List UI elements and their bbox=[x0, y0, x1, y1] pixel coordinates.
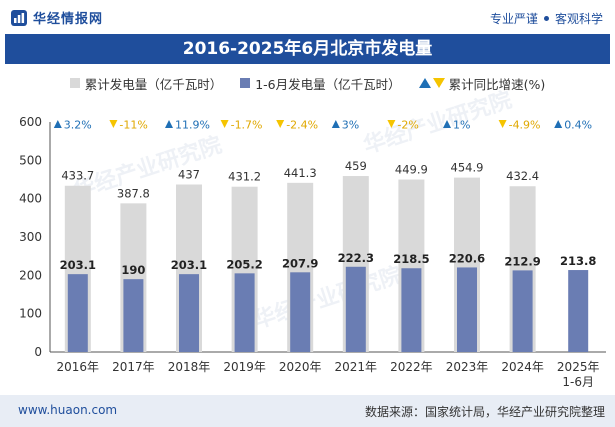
bar-halfyear bbox=[179, 274, 199, 352]
triangle-up-icon bbox=[418, 78, 431, 88]
data-label-cumulative: 432.4 bbox=[506, 169, 539, 183]
data-label-halfyear: 203.1 bbox=[171, 258, 207, 272]
growth-down-marker bbox=[220, 120, 229, 128]
growth-label: -2.4% bbox=[286, 119, 318, 132]
logo: 华经情报网 bbox=[10, 8, 103, 27]
growth-up-marker bbox=[165, 120, 173, 128]
data-label-cumulative: 459 bbox=[345, 159, 367, 173]
legend-swatch-cumulative bbox=[69, 78, 80, 88]
bar-halfyear bbox=[123, 279, 144, 352]
top-bar: 华经情报网 专业严谨 客观科学 bbox=[0, 0, 615, 34]
growth-down-marker bbox=[276, 120, 285, 128]
x-tick-label: 2022年 bbox=[390, 360, 433, 374]
bar-halfyear bbox=[512, 270, 533, 352]
data-label-cumulative: 431.2 bbox=[228, 170, 261, 184]
y-tick-label: 600 bbox=[19, 115, 42, 129]
data-label-halfyear: 218.5 bbox=[393, 252, 429, 266]
growth-up-marker bbox=[331, 120, 340, 128]
bullet-icon bbox=[543, 16, 549, 21]
y-tick-label: 500 bbox=[19, 153, 42, 167]
legend-item-cumulative: 累计发电量（亿千瓦时） bbox=[69, 74, 223, 93]
data-label-cumulative: 433.7 bbox=[61, 169, 94, 183]
triangle-down-icon bbox=[432, 78, 445, 88]
data-label-cumulative: 441.3 bbox=[284, 166, 317, 180]
growth-label: 3.2% bbox=[64, 119, 92, 132]
data-label-halfyear: 213.8 bbox=[560, 254, 596, 268]
x-tick-label: 2024年 bbox=[501, 360, 544, 374]
data-label-halfyear: 203.1 bbox=[60, 258, 96, 272]
growth-label: 0.4% bbox=[564, 119, 592, 132]
tagline: 专业严谨 客观科学 bbox=[490, 10, 603, 27]
data-label-cumulative: 449.9 bbox=[395, 163, 428, 177]
tagline-left: 专业严谨 bbox=[489, 12, 538, 26]
x-tick-label: 2025年 bbox=[557, 360, 600, 374]
data-label-cumulative: 387.8 bbox=[117, 186, 150, 200]
bar-halfyear bbox=[290, 272, 311, 352]
footer-source: 数据来源：国家统计局，华经产业研究院整理 bbox=[364, 405, 605, 419]
x-tick-label: 2020年 bbox=[279, 360, 322, 374]
x-tick-label: 2019年 bbox=[223, 360, 266, 374]
legend-swatch-halfyear bbox=[240, 78, 251, 88]
growth-up-marker bbox=[443, 120, 451, 128]
data-label-halfyear: 222.3 bbox=[338, 251, 374, 265]
x-tick-label: 2017年 bbox=[112, 360, 155, 374]
growth-label: -1.7% bbox=[231, 119, 263, 132]
bar-halfyear bbox=[67, 274, 88, 352]
growth-down-marker bbox=[498, 120, 507, 128]
data-label-halfyear: 190 bbox=[121, 263, 145, 277]
chart-legend: 累计发电量（亿千瓦时） 1-6月发电量（亿千瓦时） 累计同比增速(%) bbox=[0, 72, 615, 94]
logo-icon bbox=[11, 9, 27, 26]
x-tick-label: 2018年 bbox=[168, 360, 211, 374]
bar-chart: 0 100 200 300 400 500 600 433.7 203.1 3.2% 2016年 38… bbox=[19, 115, 606, 389]
growth-up-marker bbox=[53, 120, 62, 128]
bar-halfyear bbox=[234, 273, 255, 352]
growth-up-marker bbox=[554, 120, 563, 128]
chart-title: 2016-2025年6月北京市发电量 bbox=[5, 34, 610, 64]
growth-label: 3% bbox=[342, 119, 359, 132]
x-tick-label: 1-6月 bbox=[562, 375, 594, 389]
data-label-halfyear: 207.9 bbox=[282, 256, 318, 270]
data-label-halfyear: 220.6 bbox=[449, 251, 485, 265]
bar-halfyear bbox=[401, 268, 422, 352]
legend-item-halfyear: 1-6月发电量（亿千瓦时） bbox=[240, 74, 401, 93]
logo-text: 华经情报网 bbox=[33, 12, 104, 27]
growth-label: 1% bbox=[453, 119, 470, 132]
growth-label: -2% bbox=[397, 119, 418, 132]
growth-label: -11% bbox=[119, 119, 147, 132]
bar-halfyear bbox=[568, 270, 589, 352]
growth-down-marker bbox=[387, 120, 396, 128]
growth-label: 11.9% bbox=[175, 119, 210, 132]
data-label-cumulative: 454.9 bbox=[451, 161, 484, 175]
growth-down-marker bbox=[109, 120, 118, 128]
footer-url: www.huaon.com bbox=[18, 403, 118, 417]
y-tick-label: 300 bbox=[19, 230, 42, 244]
legend-label-halfyear: 1-6月发电量（亿千瓦时） bbox=[255, 76, 401, 92]
y-tick-label: 0 bbox=[34, 345, 42, 359]
x-tick-label: 2016年 bbox=[57, 360, 100, 374]
growth-label: -4.9% bbox=[509, 119, 541, 132]
bar-halfyear bbox=[457, 267, 477, 352]
tagline-right: 客观科学 bbox=[554, 12, 603, 26]
bar-halfyear bbox=[345, 266, 366, 352]
legend-label-cumulative: 累计发电量（亿千瓦时） bbox=[84, 76, 223, 92]
data-label-cumulative: 437 bbox=[178, 167, 200, 181]
footer: www.huaon.com 数据来源：国家统计局，华经产业研究院整理 bbox=[0, 395, 615, 427]
legend-item-growth: 累计同比增速(%) bbox=[418, 74, 546, 93]
x-tick-label: 2021年 bbox=[335, 360, 378, 374]
y-tick-label: 400 bbox=[19, 192, 42, 206]
legend-label-growth: 累计同比增速(%) bbox=[448, 76, 546, 92]
data-label-halfyear: 205.2 bbox=[226, 257, 262, 271]
y-tick-label: 100 bbox=[19, 307, 42, 321]
x-tick-label: 2023年 bbox=[446, 360, 489, 374]
data-label-halfyear: 212.9 bbox=[504, 254, 540, 268]
y-tick-label: 200 bbox=[19, 268, 42, 282]
